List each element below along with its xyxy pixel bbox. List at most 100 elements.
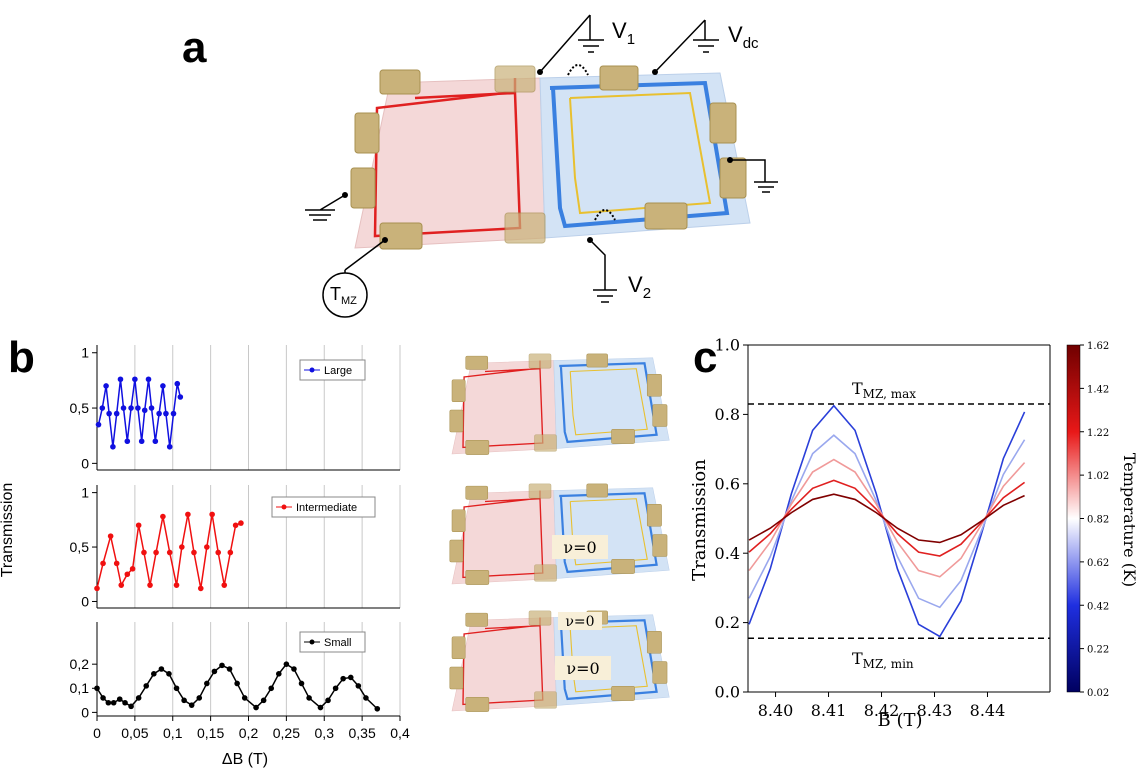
series-line <box>748 479 1026 557</box>
series-line <box>748 493 1025 544</box>
colorbar-tick-label: 0.62 <box>1087 558 1109 569</box>
legend-dot <box>309 367 315 373</box>
data-point <box>181 697 187 704</box>
panel-letter: b <box>8 333 35 382</box>
y-tick-label: 1 <box>81 485 89 501</box>
colorbar-tick-label: 1.22 <box>1087 428 1109 439</box>
v1-label: V1 <box>612 18 635 48</box>
data-point <box>100 695 106 701</box>
data-point <box>332 685 339 692</box>
data-point <box>166 671 172 677</box>
data-point <box>110 443 116 450</box>
data-point <box>260 697 267 704</box>
nu-label: ν=0 <box>563 538 596 557</box>
data-point <box>156 410 162 417</box>
legend-box <box>299 631 366 653</box>
data-point <box>374 705 381 712</box>
data-point <box>211 668 218 675</box>
y-tick-label: 0 <box>81 455 89 471</box>
data-point <box>227 549 234 556</box>
chart: 0.0 0.2 0.4 0.6 0.8 1.0 8.40 8.41 8.42 8.43 8.44 B … <box>689 336 1137 731</box>
data-point <box>103 383 109 389</box>
colorbar-tick-label: 1.62 <box>1087 341 1109 352</box>
data-point <box>148 405 155 411</box>
data-point <box>99 405 106 411</box>
panel-letter: a <box>182 23 207 72</box>
data-point <box>141 549 147 556</box>
data-point <box>113 560 120 567</box>
series-line <box>748 434 1026 609</box>
data-point <box>241 695 248 701</box>
data-point <box>106 410 112 417</box>
tmz-label: TMZ <box>330 284 357 307</box>
data-point <box>191 549 197 556</box>
data-point <box>152 438 159 445</box>
data-point <box>283 661 290 667</box>
reference-label: TMZ, min <box>852 649 914 671</box>
colorbar-tick-label: 0.22 <box>1087 645 1109 656</box>
data-point <box>120 405 127 411</box>
data-point <box>340 675 346 682</box>
data-point <box>204 680 210 687</box>
colorbar <box>1066 344 1081 693</box>
data-point <box>355 683 362 689</box>
colorbar-tick-label: 0.02 <box>1087 688 1109 699</box>
data-point <box>153 549 159 556</box>
colorbar-tick-label: 1.02 <box>1087 471 1109 482</box>
colorbar-tick-label: 0.82 <box>1087 515 1109 526</box>
data-point <box>219 662 225 669</box>
x-tick-label: 8.44 <box>970 701 1006 720</box>
data-point <box>105 699 112 706</box>
data-point <box>177 394 184 400</box>
data-point <box>158 666 165 672</box>
x-tick-label: 0,25 <box>273 725 300 741</box>
x-tick-label: 0,2 <box>239 725 259 741</box>
data-point <box>143 683 150 689</box>
data-point <box>209 511 215 518</box>
x-tick-label: 0 <box>93 725 101 741</box>
data-point <box>110 699 117 706</box>
y-tick-label: 1 <box>81 345 89 361</box>
y-axis-label: Transmission <box>689 459 710 581</box>
data-point <box>268 685 275 692</box>
data-point <box>185 511 191 518</box>
data-point <box>325 697 331 704</box>
data-point <box>179 544 185 550</box>
x-tick-label: 8.43 <box>917 701 953 720</box>
data-point <box>188 702 195 708</box>
chart: 0 0,5 1 Large <box>70 345 401 471</box>
x-tick-label: 8.42 <box>864 701 900 720</box>
data-point <box>197 585 204 592</box>
legend-dot <box>281 504 287 510</box>
data-point <box>215 549 221 556</box>
data-point <box>124 438 131 445</box>
y-tick-label: 0.6 <box>715 474 740 493</box>
data-point <box>166 549 173 556</box>
y-tick-label: 1.0 <box>715 336 740 355</box>
data-point <box>132 376 138 383</box>
data-point <box>94 585 100 592</box>
y-tick-label: 0,2 <box>70 656 90 672</box>
data-point <box>151 671 157 677</box>
data-point <box>221 582 228 588</box>
nu-label: ν=0 <box>565 614 594 630</box>
data-point <box>347 674 354 681</box>
data-point <box>94 685 100 692</box>
data-point <box>160 383 166 389</box>
colorbar-label: Temperature (K) <box>1120 453 1137 587</box>
data-point <box>160 513 166 520</box>
data-point <box>204 544 210 550</box>
data-point <box>173 685 180 692</box>
chart: 0 0,5 1 Transmission Intermediate <box>0 483 401 609</box>
colorbar-tick-label: 1.42 <box>1087 384 1109 395</box>
data-point <box>122 699 128 706</box>
data-point <box>170 410 177 417</box>
x-tick-label: 8.40 <box>758 701 794 720</box>
data-point <box>253 704 259 711</box>
data-point <box>138 438 145 445</box>
data-point <box>298 680 305 687</box>
legend-label: Intermediate <box>296 502 357 514</box>
reference-label: TMZ, max <box>852 379 916 401</box>
data-point <box>95 421 102 428</box>
